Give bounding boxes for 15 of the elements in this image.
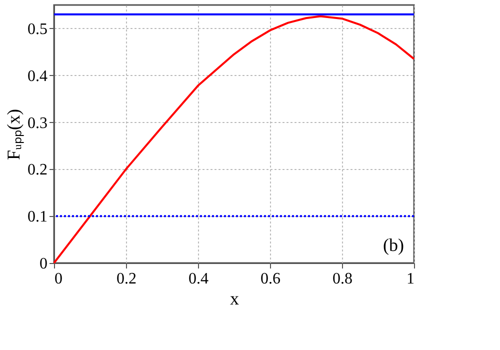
y-tick-label: 0.3 [28, 114, 48, 132]
x-axis-title: x [230, 288, 239, 308]
y-tick-label: 0.5 [28, 20, 48, 38]
x-tick-label: 0.2 [116, 270, 136, 288]
y-tick-label: 0.4 [28, 68, 48, 85]
x-tick-label: 0 [54, 270, 62, 288]
y-tick-label: 0.2 [28, 162, 48, 179]
y-tick-label: 0 [40, 256, 48, 272]
y-tick-label: 0.1 [28, 208, 48, 226]
x-tick-label: 0.6 [260, 270, 280, 288]
annotation: (b) [383, 235, 404, 255]
y-axis-title: Fᵤₚₚ(x) [4, 109, 24, 160]
x-tick-label: 0.4 [188, 270, 208, 288]
x-tick-label: 1 [406, 270, 414, 288]
x-tick-label: 0.8 [332, 270, 352, 288]
